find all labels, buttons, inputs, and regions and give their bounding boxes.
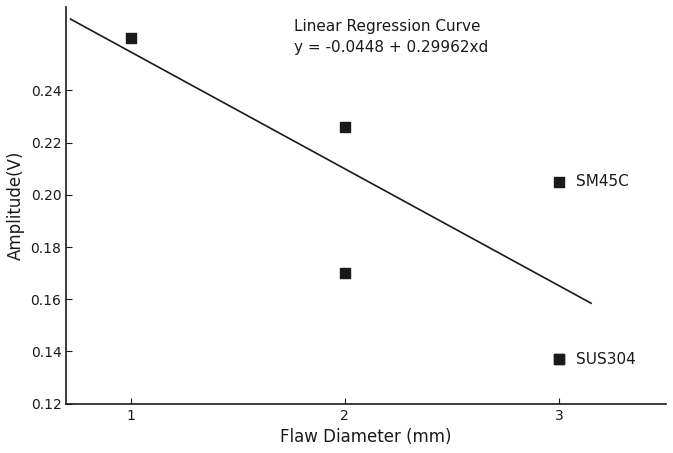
Point [339, 270, 350, 277]
Y-axis label: Amplitude(V): Amplitude(V) [7, 150, 25, 260]
Text: Linear Regression Curve
y = -0.0448 + 0.29962xd: Linear Regression Curve y = -0.0448 + 0.… [294, 19, 489, 55]
Point [125, 34, 136, 42]
Point [554, 178, 565, 185]
Point [339, 123, 350, 130]
Text: SM45C: SM45C [576, 174, 629, 189]
Point [554, 356, 565, 363]
Point [554, 356, 565, 363]
X-axis label: Flaw Diameter (mm): Flaw Diameter (mm) [281, 428, 452, 446]
Text: SUS304: SUS304 [576, 352, 636, 367]
